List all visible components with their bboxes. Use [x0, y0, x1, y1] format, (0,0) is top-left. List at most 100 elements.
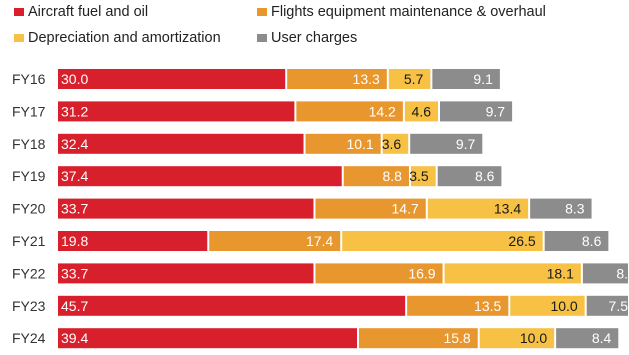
- bar-row-fy21: 19.8 17.4 26.5 8.6: [58, 231, 609, 251]
- data-label-flights-equipment-maintenance-and-overhaul: 13.5: [474, 298, 501, 314]
- legend-item-depreciation-and-amortization: Depreciation and amortization: [14, 30, 221, 46]
- bar-segment-flights-equipment-maintenance-and-overhaul: [343, 166, 409, 187]
- bar-row-fy20: 33.7 14.7 13.4 8.3: [58, 198, 592, 219]
- category-label-fy22: FY22: [12, 265, 46, 281]
- bar-segment-depreciation-and-amortization: [479, 328, 555, 349]
- data-label-aircraft-fuel-and-oil: 45.7: [61, 298, 88, 314]
- data-label-aircraft-fuel-and-oil: 33.7: [61, 265, 88, 281]
- data-label-depreciation-and-amortization: 4.6: [412, 103, 432, 119]
- data-label-user-charges: 9.1: [473, 71, 493, 87]
- bar-segment-depreciation-and-amortization: [510, 295, 585, 316]
- bar-row-fy18: 32.4 10.1 3.6 9.7: [58, 133, 483, 154]
- data-label-depreciation-and-amortization: 3.5: [409, 168, 429, 184]
- data-label-flights-equipment-maintenance-and-overhaul: 16.9: [408, 265, 435, 281]
- bar-segment-depreciation-and-amortization: [388, 69, 431, 89]
- data-label-user-charges: 8.: [616, 265, 628, 281]
- bar-segment-aircraft-fuel-and-oil: [58, 101, 295, 122]
- legend-swatch: [14, 8, 24, 16]
- bar-segment-user-charges: [437, 166, 502, 187]
- bar-segment-flights-equipment-maintenance-and-overhaul: [315, 198, 426, 219]
- data-label-depreciation-and-amortization: 18.1: [547, 265, 574, 281]
- bar-segment-user-charges: [410, 133, 483, 154]
- legend-label: Flights equipment maintenance & overhaul: [271, 4, 546, 20]
- data-label-aircraft-fuel-and-oil: 19.8: [61, 233, 88, 249]
- bar-segment-flights-equipment-maintenance-and-overhaul: [359, 328, 478, 349]
- data-label-user-charges: 7.5: [609, 298, 629, 314]
- bar-row-fy22: 33.7 16.9 18.1 8.: [58, 263, 628, 284]
- data-label-depreciation-and-amortization: 5.7: [404, 71, 424, 87]
- bar-segment-depreciation-and-amortization: [444, 263, 581, 284]
- legend-label: User charges: [271, 30, 357, 46]
- legend: Aircraft fuel and oil Flights equipment m…: [14, 4, 546, 46]
- bar-row-fy16: 30.0 13.3 5.7 9.1: [58, 69, 500, 89]
- bar-row-fy23: 45.7 13.5 10.0 7.5: [58, 295, 629, 316]
- legend-item-flights-equipment-maintenance-and-overhaul: Flights equipment maintenance & overhaul: [257, 4, 546, 20]
- bar-segment-aircraft-fuel-and-oil: [58, 231, 208, 251]
- bar-row-fy19: 37.4 8.8 3.5 8.6: [58, 166, 502, 187]
- bar-segment-aircraft-fuel-and-oil: [58, 166, 342, 187]
- bar-segment-aircraft-fuel-and-oil: [58, 133, 304, 154]
- bar-segment-aircraft-fuel-and-oil: [58, 69, 286, 89]
- category-label-fy16: FY16: [12, 71, 46, 87]
- legend-label: Depreciation and amortization: [28, 30, 221, 46]
- data-label-aircraft-fuel-and-oil: 37.4: [61, 168, 88, 184]
- bar-segment-depreciation-and-amortization: [342, 231, 543, 251]
- bar-segment-aircraft-fuel-and-oil: [58, 295, 406, 316]
- data-label-user-charges: 8.6: [582, 233, 602, 249]
- bar-segment-flights-equipment-maintenance-and-overhaul: [287, 69, 387, 89]
- category-label-fy19: FY19: [12, 168, 46, 184]
- bar-segment-user-charges: [556, 328, 619, 349]
- data-label-depreciation-and-amortization: 3.6: [382, 136, 402, 152]
- category-label-fy18: FY18: [12, 136, 46, 152]
- bar-segment-aircraft-fuel-and-oil: [58, 263, 314, 284]
- bar-segment-depreciation-and-amortization: [382, 133, 409, 154]
- bar-segment-flights-equipment-maintenance-and-overhaul: [209, 231, 341, 251]
- bar-segment-flights-equipment-maintenance-and-overhaul: [305, 133, 381, 154]
- data-label-flights-equipment-maintenance-and-overhaul: 8.8: [382, 168, 402, 184]
- category-label-fy23: FY23: [12, 298, 46, 314]
- data-label-flights-equipment-maintenance-and-overhaul: 17.4: [306, 233, 333, 249]
- bar-segment-user-charges: [586, 295, 628, 316]
- data-label-flights-equipment-maintenance-and-overhaul: 10.1: [346, 136, 373, 152]
- data-label-depreciation-and-amortization: 10.0: [550, 298, 577, 314]
- legend-swatch: [257, 8, 267, 16]
- legend-item-user-charges: User charges: [257, 30, 357, 46]
- bar-row-fy17: 31.2 14.2 4.6 9.7: [58, 101, 513, 122]
- data-label-user-charges: 9.7: [456, 136, 476, 152]
- category-label-fy20: FY20: [12, 201, 46, 217]
- legend-swatch: [14, 34, 24, 42]
- data-label-aircraft-fuel-and-oil: 33.7: [61, 201, 88, 217]
- category-label-fy17: FY17: [12, 103, 46, 119]
- data-label-user-charges: 8.6: [475, 168, 495, 184]
- data-label-user-charges: 8.3: [565, 201, 585, 217]
- bar-segment-user-charges: [582, 263, 628, 284]
- category-labels: FY16 FY17 FY18 FY19 FY20 FY21 FY22 FY23 FY24: [12, 71, 46, 346]
- legend-swatch: [257, 34, 267, 42]
- data-label-flights-equipment-maintenance-and-overhaul: 15.8: [443, 330, 470, 346]
- bar-segment-flights-equipment-maintenance-and-overhaul: [315, 263, 443, 284]
- bars-group: 30.0 13.3 5.7 9.1 31.2 14.2 4.6 9.7 32.4 10.1 3.6 9…: [58, 69, 629, 349]
- data-label-aircraft-fuel-and-oil: 32.4: [61, 136, 88, 152]
- bar-segment-depreciation-and-amortization: [427, 198, 529, 219]
- bar-segment-user-charges: [432, 69, 500, 89]
- data-label-flights-equipment-maintenance-and-overhaul: 13.3: [353, 71, 380, 87]
- category-label-fy21: FY21: [12, 233, 46, 249]
- bar-segment-user-charges: [544, 231, 609, 251]
- bar-segment-depreciation-and-amortization: [404, 101, 438, 122]
- data-label-aircraft-fuel-and-oil: 30.0: [61, 71, 88, 87]
- data-label-depreciation-and-amortization: 13.4: [494, 201, 521, 217]
- bar-segment-flights-equipment-maintenance-and-overhaul: [407, 295, 509, 316]
- bar-segment-flights-equipment-maintenance-and-overhaul: [296, 101, 403, 122]
- data-label-depreciation-and-amortization: 26.5: [508, 233, 535, 249]
- bar-segment-user-charges: [440, 101, 513, 122]
- data-label-aircraft-fuel-and-oil: 39.4: [61, 330, 88, 346]
- data-label-flights-equipment-maintenance-and-overhaul: 14.7: [392, 201, 419, 217]
- data-label-user-charges: 8.4: [592, 330, 612, 346]
- bar-segment-depreciation-and-amortization: [410, 166, 436, 187]
- bar-segment-aircraft-fuel-and-oil: [58, 198, 314, 219]
- legend-label: Aircraft fuel and oil: [28, 4, 148, 20]
- data-label-user-charges: 9.7: [486, 103, 506, 119]
- legend-item-aircraft-fuel-and-oil: Aircraft fuel and oil: [14, 4, 148, 20]
- data-label-depreciation-and-amortization: 10.0: [520, 330, 547, 346]
